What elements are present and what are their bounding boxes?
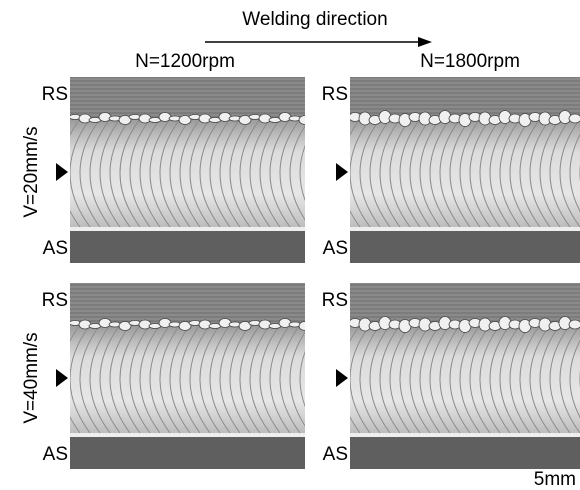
bead	[350, 325, 580, 433]
ripple	[310, 325, 330, 433]
rs-label: RS	[322, 290, 348, 311]
bead-edge	[70, 227, 305, 231]
weld-photo	[30, 283, 340, 469]
lower-plate	[350, 437, 580, 469]
column-label: N=1800rpm	[420, 51, 520, 72]
figure: Welding direction N=1200rpm N=1800rpm V=…	[0, 0, 580, 490]
direction-label: Welding direction	[242, 9, 387, 30]
ripple	[310, 119, 330, 227]
scale-bar-label: 5mm	[534, 469, 576, 490]
as-label: AS	[323, 444, 348, 465]
weld-photo	[30, 77, 340, 263]
lower-plate	[70, 437, 305, 469]
row-label: V=40mm/s	[21, 332, 42, 423]
weld-photo	[310, 77, 580, 263]
column-label: N=1200rpm	[135, 51, 235, 72]
ripple	[310, 325, 330, 433]
bead-edge	[350, 433, 580, 437]
as-label: AS	[43, 444, 68, 465]
as-label: AS	[43, 238, 68, 259]
flash	[299, 116, 311, 125]
lower-plate	[70, 231, 305, 263]
flash	[569, 320, 580, 329]
center-marker	[56, 163, 68, 181]
rs-label: RS	[42, 84, 68, 105]
center-marker	[336, 163, 348, 181]
as-label: AS	[323, 238, 348, 259]
bead-edge	[70, 433, 305, 437]
lower-plate	[350, 231, 580, 263]
bead	[350, 119, 580, 227]
row-label: V=20mm/s	[21, 126, 42, 217]
ripple	[310, 119, 330, 227]
rs-label: RS	[42, 290, 68, 311]
bead-edge	[350, 227, 580, 231]
rs-label: RS	[322, 84, 348, 105]
center-marker	[336, 369, 348, 387]
flash	[299, 322, 311, 331]
page: Welding direction N=1200rpm N=1800rpm V=…	[0, 0, 580, 490]
flash	[569, 114, 580, 123]
arrow-head	[418, 37, 432, 47]
center-marker	[56, 369, 68, 387]
weld-photo	[310, 283, 580, 469]
